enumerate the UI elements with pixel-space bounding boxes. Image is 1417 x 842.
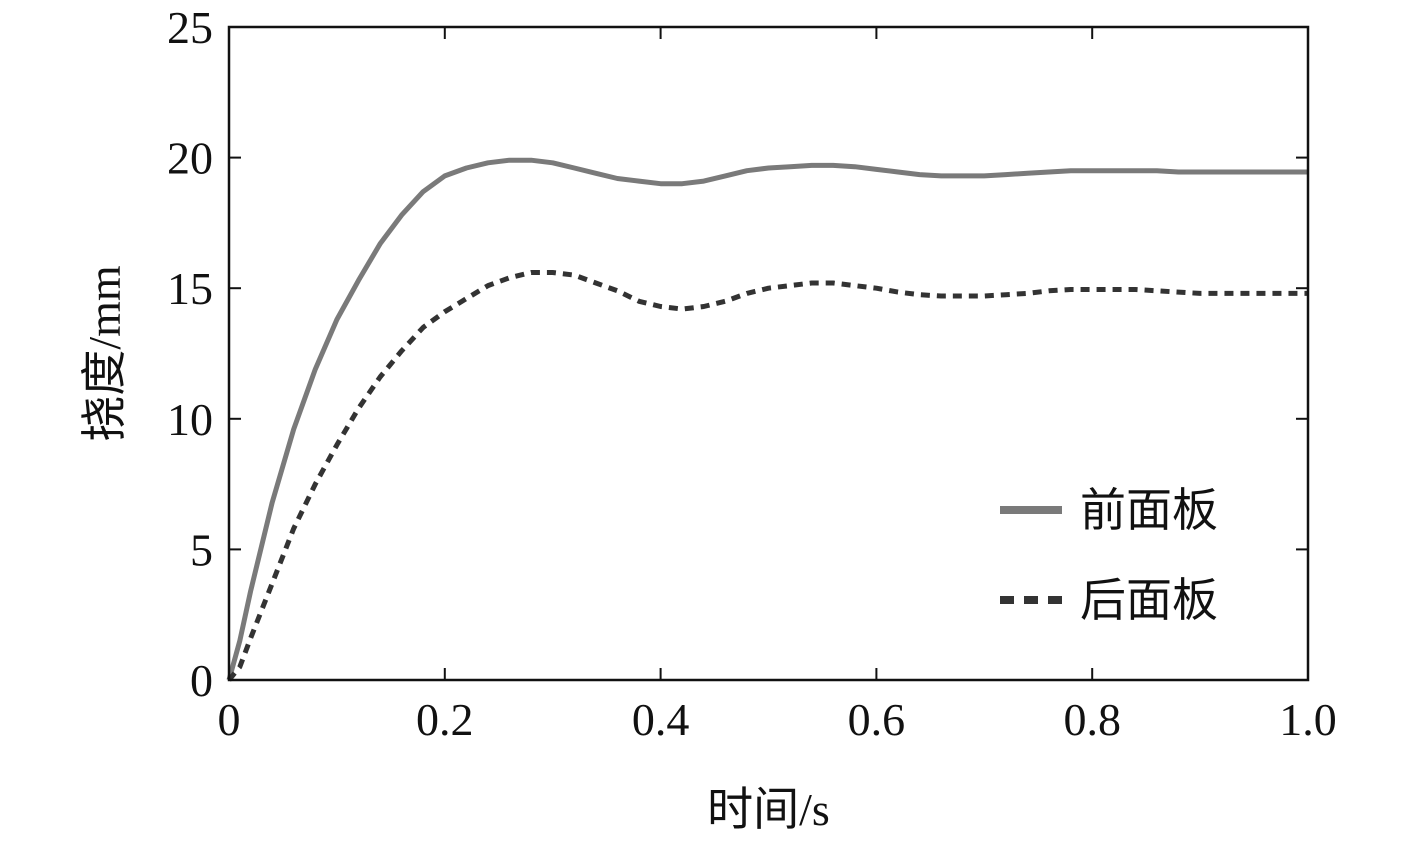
y-tick-label: 15	[167, 263, 213, 314]
legend: 前面板 后面板	[1000, 485, 1218, 626]
legend-label-front-panel: 前面板	[1080, 485, 1218, 536]
legend-label-back-panel: 后面板	[1080, 575, 1218, 626]
x-tick-label: 1.0	[1279, 694, 1337, 745]
x-tick-label: 0.4	[632, 694, 690, 745]
x-tick-label: 0.6	[848, 694, 906, 745]
tick-labels-layer: 0 0.2 0.4 0.6 0.8 1.0 0 5 10 15 20 25	[167, 2, 1337, 745]
series-line-front-panel	[226, 157, 1308, 681]
ticks-layer	[228, 26, 1309, 681]
series-line-back-panel	[227, 270, 1308, 682]
y-axis-label: 挠度/mm	[79, 265, 130, 442]
y-tick-label: 0	[190, 655, 213, 706]
y-tick-label: 25	[167, 2, 213, 53]
y-tick-label: 5	[190, 524, 213, 575]
y-tick-label: 10	[167, 394, 213, 445]
x-tick-label: 0	[218, 694, 241, 745]
series-layer	[226, 157, 1308, 682]
plot-frame	[227, 25, 1310, 682]
x-tick-label: 0.2	[416, 694, 474, 745]
x-tick-label: 0.8	[1063, 694, 1121, 745]
y-tick-label: 20	[167, 133, 213, 184]
x-axis-label: 时间/s	[707, 784, 830, 835]
